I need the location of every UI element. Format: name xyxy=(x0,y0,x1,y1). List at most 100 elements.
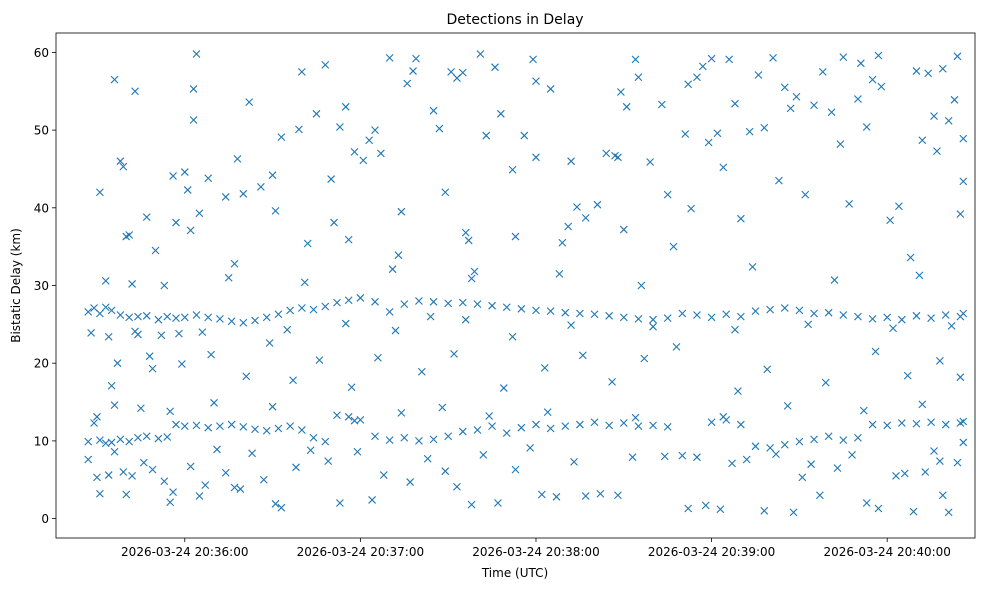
data-point xyxy=(175,329,183,338)
data-point xyxy=(461,228,470,237)
data-point xyxy=(868,420,877,429)
x-tick-label: 2026-03-24 20:40:00 xyxy=(823,545,950,559)
data-point xyxy=(397,409,406,417)
data-point xyxy=(485,412,494,420)
data-point xyxy=(605,311,614,320)
data-point xyxy=(736,420,745,429)
data-point xyxy=(921,468,930,476)
data-point xyxy=(927,314,935,323)
data-point xyxy=(745,127,754,136)
data-point xyxy=(145,352,154,361)
data-point xyxy=(663,314,672,323)
data-point xyxy=(830,276,839,284)
data-point xyxy=(230,259,239,268)
data-point xyxy=(520,131,529,140)
data-point xyxy=(731,325,739,334)
data-point xyxy=(707,54,716,63)
data-point xyxy=(297,67,306,76)
data-point xyxy=(576,309,584,318)
data-point xyxy=(567,321,575,330)
data-point xyxy=(192,50,201,58)
data-point xyxy=(576,420,584,429)
data-point xyxy=(593,200,602,209)
data-point xyxy=(268,171,277,180)
data-point xyxy=(959,417,968,426)
data-point xyxy=(646,158,655,166)
data-point xyxy=(933,147,941,155)
data-point xyxy=(259,475,268,484)
data-point xyxy=(786,104,795,113)
data-point xyxy=(406,478,415,486)
x-tick-label: 2026-03-24 20:37:00 xyxy=(297,545,424,559)
data-point xyxy=(131,87,139,96)
data-point xyxy=(248,449,256,458)
data-point xyxy=(297,426,306,434)
data-point xyxy=(84,308,93,316)
data-point xyxy=(371,297,379,306)
data-point xyxy=(546,85,555,93)
data-point xyxy=(883,313,892,322)
data-point xyxy=(333,298,341,307)
data-point xyxy=(119,468,128,476)
data-point xyxy=(125,313,134,322)
data-point xyxy=(818,67,827,76)
data-point xyxy=(177,360,186,368)
data-point xyxy=(403,79,412,88)
data-point xyxy=(192,421,201,430)
data-point xyxy=(365,136,374,145)
data-point xyxy=(385,53,394,62)
data-point xyxy=(142,213,151,222)
data-point xyxy=(160,281,169,290)
data-point xyxy=(327,175,336,183)
data-point xyxy=(336,499,344,507)
data-point xyxy=(180,422,189,431)
data-point xyxy=(488,422,496,431)
data-point xyxy=(941,311,950,319)
data-point xyxy=(491,63,499,72)
data-point xyxy=(347,383,356,392)
data-point xyxy=(581,214,590,222)
data-point xyxy=(341,319,350,328)
x-axis-label: Time (UTC) xyxy=(481,566,548,580)
data-point xyxy=(93,473,101,482)
data-point xyxy=(441,467,450,476)
data-point xyxy=(488,301,496,310)
data-point xyxy=(429,297,438,306)
data-point xyxy=(438,403,447,412)
data-point xyxy=(941,420,950,429)
data-point xyxy=(590,310,599,319)
data-point xyxy=(511,232,520,241)
data-point xyxy=(681,130,690,138)
data-point xyxy=(479,450,488,459)
data-point xyxy=(927,418,935,427)
data-point xyxy=(274,310,283,319)
data-point xyxy=(467,274,476,283)
data-point xyxy=(918,136,927,145)
data-point xyxy=(350,416,359,425)
data-point xyxy=(374,353,382,362)
data-point xyxy=(429,106,438,115)
data-point xyxy=(148,364,157,373)
data-point xyxy=(854,433,862,442)
data-point xyxy=(766,305,775,314)
data-point xyxy=(494,499,502,507)
data-point xyxy=(195,492,204,500)
data-point xyxy=(464,236,473,245)
data-point xyxy=(532,420,540,429)
data-point xyxy=(242,372,251,381)
data-point xyxy=(417,367,426,376)
data-point xyxy=(789,508,798,517)
data-point xyxy=(204,174,213,183)
data-point xyxy=(736,312,745,321)
data-point xyxy=(385,436,394,444)
y-axis-label: Bistatic Delay (km) xyxy=(9,228,23,343)
data-point xyxy=(707,418,716,427)
y-tick-label: 30 xyxy=(34,279,49,293)
data-point xyxy=(634,422,643,431)
data-point xyxy=(701,501,710,510)
data-point xyxy=(546,424,555,433)
data-point xyxy=(204,313,213,322)
data-point xyxy=(216,315,224,323)
data-point xyxy=(798,473,807,482)
data-point xyxy=(877,82,886,91)
